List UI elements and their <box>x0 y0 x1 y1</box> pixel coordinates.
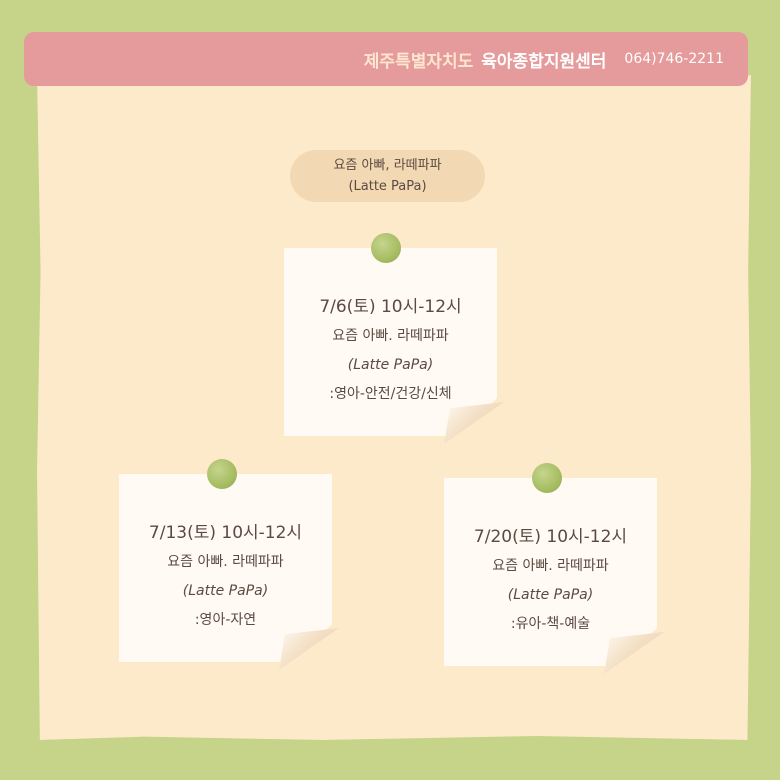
pin-icon <box>207 459 237 489</box>
program-title-pill: 요즘 아빠, 라떼파파 (Latte PaPa) <box>290 150 485 202</box>
phone-number: 064)746-2211 <box>624 51 724 67</box>
header-banner: 제주특별자치도 육아종합지원센터 064)746-2211 <box>24 32 748 86</box>
schedule-note-2: 7/13(토) 10시-12시 요즘 아빠. 라떼파파 (Latte PaPa)… <box>119 474 332 662</box>
note-program-english: (Latte PaPa) <box>347 357 434 373</box>
center-name: 육아종합지원센터 <box>481 51 607 72</box>
pin-icon <box>371 233 401 263</box>
note-program-english: (Latte PaPa) <box>507 587 594 603</box>
note-date: 7/6(토) 10시-12시 <box>319 297 462 317</box>
note-topic: :영아-안전/건강/신체 <box>329 386 452 402</box>
note-program-name: 요즘 아빠. 라떼파파 <box>492 558 609 574</box>
program-title-english: (Latte PaPa) <box>348 179 427 194</box>
note-topic: :영아-자연 <box>194 612 257 628</box>
note-topic: :유아-책-예술 <box>510 616 591 632</box>
note-program-name: 요즘 아빠. 라떼파파 <box>332 328 449 344</box>
note-date: 7/20(토) 10시-12시 <box>473 527 628 547</box>
note-program-name: 요즘 아빠. 라떼파파 <box>167 554 284 570</box>
note-date: 7/13(토) 10시-12시 <box>148 523 303 543</box>
schedule-note-3: 7/20(토) 10시-12시 요즘 아빠. 라떼파파 (Latte PaPa)… <box>444 478 657 666</box>
organization-name: 제주특별자치도 <box>363 51 474 72</box>
schedule-note-1: 7/6(토) 10시-12시 요즘 아빠. 라떼파파 (Latte PaPa) … <box>284 248 497 436</box>
pin-icon <box>532 463 562 493</box>
program-title: 요즘 아빠, 라떼파파 <box>333 158 442 173</box>
note-program-english: (Latte PaPa) <box>182 583 269 599</box>
